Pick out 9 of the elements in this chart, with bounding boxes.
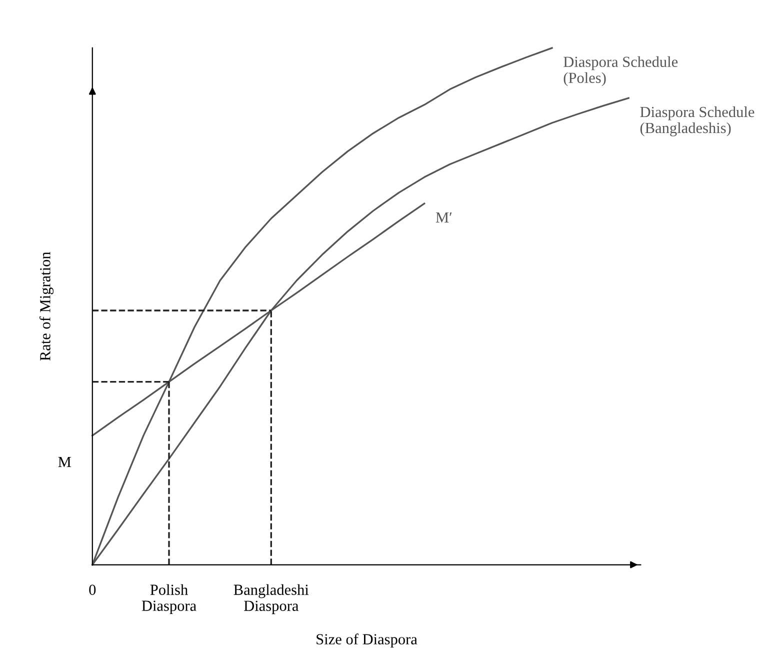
series-label: M′	[436, 212, 452, 222]
y-axis-title: Rate of Migration	[39, 252, 54, 361]
x-axis-title: Size of Diaspora	[316, 634, 418, 648]
annotation: M	[58, 457, 71, 468]
x-tick-label: Bangladeshi Diaspora	[234, 584, 309, 614]
x-tick-label: Polish Diaspora	[142, 584, 196, 614]
series-label: Diaspora Schedule (Poles)	[564, 56, 678, 86]
x-tick-label: 0	[89, 584, 96, 595]
series-label: Diaspora Schedule (Bangladeshis)	[640, 106, 754, 136]
